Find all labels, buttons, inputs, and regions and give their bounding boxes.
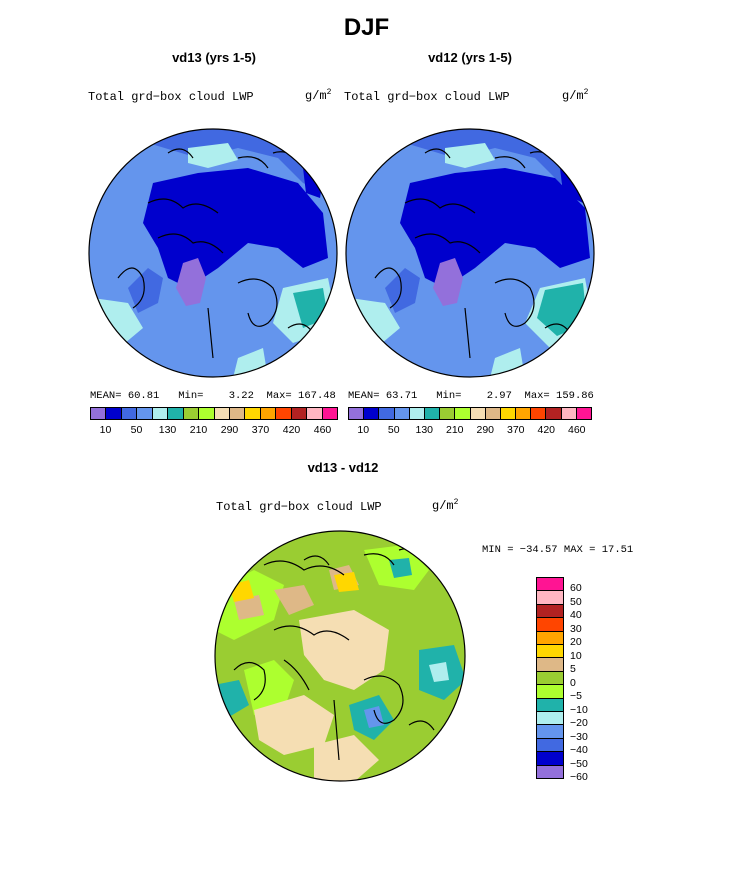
colorbar-swatch xyxy=(516,408,532,419)
colorbar-swatch xyxy=(546,408,562,419)
diff-colorbar-swatch xyxy=(537,738,563,753)
colorbar-tick-label: 50 xyxy=(130,424,143,436)
colorbar-tick-label: 420 xyxy=(537,424,556,436)
colorbar-swatch xyxy=(291,408,308,419)
unit-label-vd12: g/m2 xyxy=(562,88,589,103)
diff-colorbar-label: −30 xyxy=(570,730,588,743)
colorbar-swatch xyxy=(500,408,517,419)
colorbar-swatch xyxy=(229,408,246,419)
unit-label-vd13: g/m2 xyxy=(305,88,332,103)
stats-vd12: MEAN= 63.71 Min= 2.97 Max= 159.86 xyxy=(348,390,594,402)
diff-colorbar-label: 0 xyxy=(570,676,576,689)
diff-colorbar-label: 20 xyxy=(570,636,582,649)
variable-label-vd12: Total grd−box cloud LWP xyxy=(344,90,510,104)
colorbar-swatch xyxy=(152,408,169,419)
colorbar-vd12: 10 50 130 210 290 370 420 460 xyxy=(348,407,592,438)
colorbar-swatch xyxy=(214,408,230,419)
colorbar-swatch xyxy=(260,408,277,419)
colorbar-tick-label: 370 xyxy=(506,424,525,436)
diff-colorbar-label: −40 xyxy=(570,744,588,757)
colorbar-tick-label: 290 xyxy=(220,424,239,436)
colorbar-tick-label: 460 xyxy=(313,424,332,436)
colorbar-tick-label: 210 xyxy=(189,424,208,436)
diff-colorbar-swatch xyxy=(537,591,563,605)
diff-colorbar-swatch xyxy=(537,618,563,632)
diff-colorbar-label: −50 xyxy=(570,757,588,770)
diff-colorbar-swatch xyxy=(537,631,563,646)
diff-colorbar-label: −10 xyxy=(570,703,588,716)
colorbar-swatch xyxy=(106,408,122,419)
colorbar-swatch xyxy=(245,408,261,419)
diff-colorbar-swatch xyxy=(537,685,563,699)
colorbar-swatch xyxy=(121,408,138,419)
colorbar-swatch xyxy=(531,408,547,419)
colorbar-swatch xyxy=(349,408,365,419)
colorbar-swatch xyxy=(455,408,471,419)
figure-title: DJF xyxy=(343,14,390,41)
colorbar-swatch xyxy=(470,408,486,419)
diff-colorbar-swatch xyxy=(537,765,563,779)
colorbar-swatch xyxy=(183,408,200,419)
colorbar-swatch xyxy=(91,408,107,419)
colorbar-swatch xyxy=(364,408,380,419)
stats-vd13: MEAN= 60.81 Min= 3.22 Max= 167.48 xyxy=(90,390,336,402)
diff-colorbar-label: 30 xyxy=(570,622,582,635)
colorbar-swatch xyxy=(307,408,323,419)
diff-colorbar-swatch xyxy=(537,712,563,726)
panel-title-vd13: vd13 (yrs 1-5) xyxy=(172,50,256,65)
diff-colorbar-swatch xyxy=(537,725,563,739)
colorbar-tick-label: 290 xyxy=(476,424,495,436)
diff-colorbar-label: 40 xyxy=(570,609,582,622)
colorbar-tick-label: 460 xyxy=(567,424,586,436)
panel-title-diff: vd13 - vd12 xyxy=(307,460,379,475)
diff-colorbar-swatch xyxy=(537,658,563,672)
diff-minmax: MIN = −34.57 MAX = 17.51 xyxy=(482,544,634,556)
colorbar-tick-label: 210 xyxy=(445,424,464,436)
colorbar-swatch xyxy=(379,408,395,419)
colorbar-swatch xyxy=(199,408,215,419)
diff-colorbar-swatch xyxy=(537,578,563,592)
diff-colorbar-label: 5 xyxy=(570,663,576,676)
colorbar-swatch xyxy=(322,408,337,419)
colorbar-swatch xyxy=(561,408,577,419)
polar-map-vd13 xyxy=(88,128,338,378)
diff-colorbar-swatch xyxy=(537,645,563,659)
diff-colorbar-label: −5 xyxy=(570,690,582,703)
variable-label-vd13: Total grd−box cloud LWP xyxy=(88,90,254,104)
diff-colorbar-label: −20 xyxy=(570,717,588,730)
diff-colorbar-label: 10 xyxy=(570,649,582,662)
variable-label-diff: Total grd−box cloud LWP xyxy=(216,500,382,514)
diff-colorbar-swatch xyxy=(537,698,563,713)
unit-label-diff: g/m2 xyxy=(432,498,459,513)
colorbar-swatch xyxy=(424,408,441,419)
diff-colorbar-swatch xyxy=(537,604,563,619)
colorbar-swatch xyxy=(137,408,153,419)
colorbar-swatch xyxy=(394,408,410,419)
diff-colorbar-label: −60 xyxy=(570,770,588,783)
colorbar-swatch xyxy=(409,408,425,419)
colorbar-tick-label: 130 xyxy=(158,424,177,436)
diff-colorbar-label: 50 xyxy=(570,595,582,608)
colorbar-tick-label: 10 xyxy=(99,424,112,436)
colorbar-tick-label: 130 xyxy=(415,424,434,436)
colorbar-tick-label: 10 xyxy=(357,424,370,436)
colorbar-tick-label: 420 xyxy=(282,424,301,436)
colorbar-tick-label: 370 xyxy=(251,424,270,436)
colorbar-swatch xyxy=(576,408,591,419)
colorbar-tick-label: 50 xyxy=(387,424,400,436)
colorbar-diff: 60 50 40 30 20 10 5 0 −5 −10 −20 −30 −40 −50 −60 xyxy=(536,577,610,783)
colorbar-swatch xyxy=(276,408,292,419)
diff-colorbar-swatch xyxy=(537,671,563,686)
colorbar-swatch xyxy=(485,408,501,419)
polar-map-diff xyxy=(214,530,466,782)
panel-title-vd12: vd12 (yrs 1-5) xyxy=(428,50,512,65)
colorbar-swatch xyxy=(440,408,456,419)
diff-colorbar-swatch xyxy=(537,752,563,766)
diff-colorbar-label: 60 xyxy=(570,582,582,595)
polar-map-vd12 xyxy=(345,128,595,378)
colorbar-swatch xyxy=(168,408,184,419)
colorbar-vd13: 10 50 130 210 290 370 420 460 xyxy=(90,407,338,438)
